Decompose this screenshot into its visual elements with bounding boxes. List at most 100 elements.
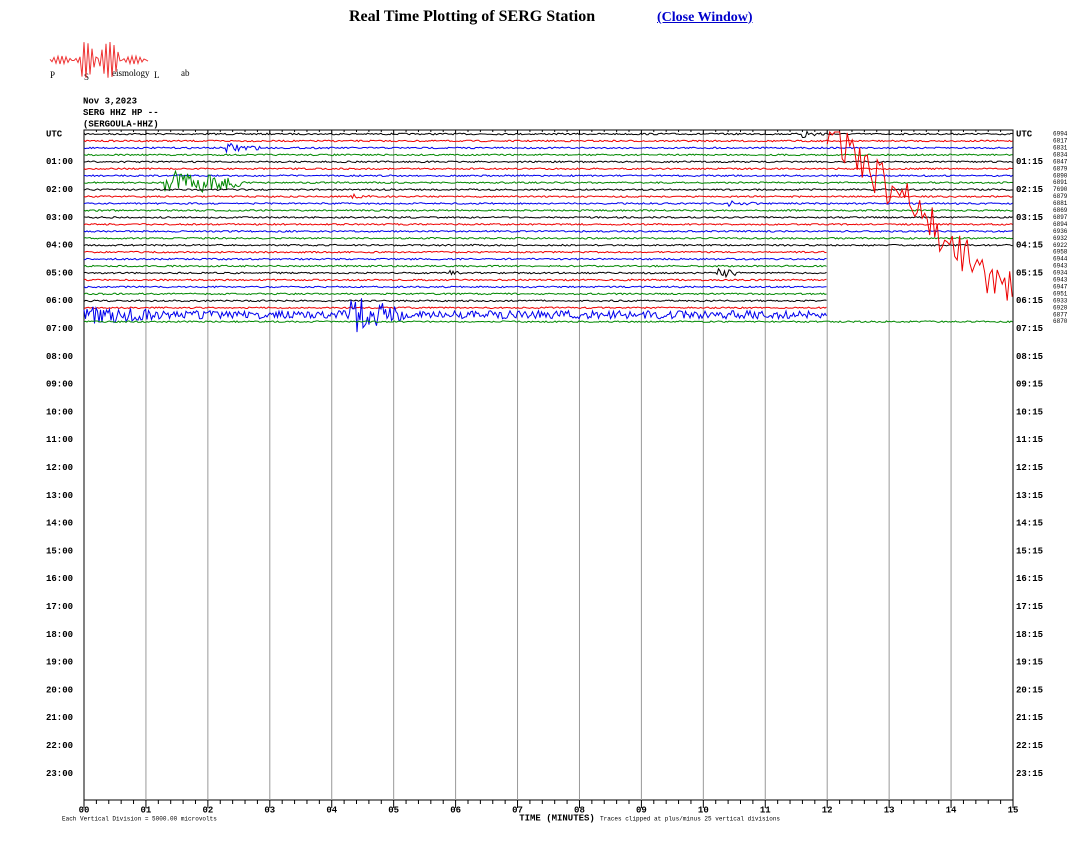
logo-wave xyxy=(49,42,149,78)
trace xyxy=(83,130,1013,138)
left-hour-label: 21:00 xyxy=(46,713,73,723)
left-hour-label: 04:00 xyxy=(46,241,73,251)
right-hour-label: 18:15 xyxy=(1016,630,1043,640)
trace xyxy=(83,250,827,254)
right-hour-label: 07:15 xyxy=(1016,324,1043,334)
logo-letter: L xyxy=(154,70,160,80)
trace xyxy=(83,174,1013,178)
right-hour-label: 06:15 xyxy=(1016,296,1043,306)
close-window-link[interactable]: (Close Window) xyxy=(657,10,753,25)
trace-number: 6817 xyxy=(1053,138,1068,145)
right-hour-label: 01:15 xyxy=(1016,157,1043,167)
left-hour-label: 07:00 xyxy=(46,324,73,334)
trace xyxy=(83,192,1013,200)
trace-number: 6879 xyxy=(1053,165,1068,172)
right-hour-label: 15:15 xyxy=(1016,546,1043,556)
right-hour-label: 13:15 xyxy=(1016,491,1043,501)
trace-number: 7690 xyxy=(1053,186,1068,193)
trace-number: 6943 xyxy=(1053,263,1068,270)
trace xyxy=(83,236,1013,240)
right-hour-label: 22:15 xyxy=(1016,741,1043,751)
x-tick-label: 08 xyxy=(574,805,585,815)
footer-left: Each Vertical Division = 5000.00 microvo… xyxy=(62,816,217,823)
trace xyxy=(83,160,1013,164)
left-hour-label: 22:00 xyxy=(46,741,73,751)
left-hour-label: UTC xyxy=(46,129,63,139)
logo-small: ab xyxy=(181,68,190,78)
trace xyxy=(83,142,1013,154)
right-hour-label: 11:15 xyxy=(1016,435,1043,445)
trace xyxy=(83,306,827,310)
x-tick-label: 06 xyxy=(450,805,461,815)
trace xyxy=(83,320,1013,324)
x-tick-label: 09 xyxy=(636,805,647,815)
left-hour-label: 10:00 xyxy=(46,407,73,417)
trace xyxy=(83,298,827,333)
trace-number: 6947 xyxy=(1053,283,1068,290)
x-tick-label: 05 xyxy=(388,805,399,815)
header-line: (SERGOULA-HHZ) xyxy=(83,119,159,129)
trace xyxy=(83,229,1013,233)
right-hour-label: 10:15 xyxy=(1016,407,1043,417)
right-hour-label: 16:15 xyxy=(1016,574,1043,584)
page-title: Real Time Plotting of SERG Station xyxy=(349,8,596,25)
trace xyxy=(83,200,1013,208)
left-hour-label: 01:00 xyxy=(46,157,73,167)
x-tick-label: 11 xyxy=(760,805,771,815)
right-hour-label: 14:15 xyxy=(1016,519,1043,529)
trace xyxy=(83,209,1013,212)
trace xyxy=(83,257,827,261)
trace-number: 6881 xyxy=(1053,200,1068,207)
trace xyxy=(83,153,1013,157)
trace-number: 6831 xyxy=(1053,144,1068,151)
trace-number: 6936 xyxy=(1053,228,1068,235)
left-hour-label: 13:00 xyxy=(46,491,73,501)
left-hour-label: 18:00 xyxy=(46,630,73,640)
left-hour-label: 08:00 xyxy=(46,352,73,362)
left-hour-label: 16:00 xyxy=(46,574,73,584)
trace xyxy=(83,167,1013,171)
trace-number: 6943 xyxy=(1053,277,1068,284)
trace-number: 6894 xyxy=(1053,221,1068,228)
right-hour-label: 05:15 xyxy=(1016,268,1043,278)
header-line: Nov 3,2023 xyxy=(83,96,137,106)
left-hour-label: 06:00 xyxy=(46,296,73,306)
right-hour-label: 09:15 xyxy=(1016,380,1043,390)
trace xyxy=(83,267,827,279)
trace xyxy=(83,139,1013,143)
left-hour-label: 14:00 xyxy=(46,519,73,529)
trace-number: 6934 xyxy=(1053,270,1068,277)
right-hour-label: 17:15 xyxy=(1016,602,1043,612)
trace-number: 6994 xyxy=(1053,131,1068,138)
axis-title: TIME (MINUTES) xyxy=(519,813,595,823)
left-hour-label: 23:00 xyxy=(46,769,73,779)
left-hour-label: 02:00 xyxy=(46,185,73,195)
left-hour-label: 19:00 xyxy=(46,658,73,668)
trace xyxy=(83,243,1013,247)
trace xyxy=(83,285,827,289)
trace-number: 6951 xyxy=(1053,290,1068,297)
x-tick-label: 10 xyxy=(698,805,709,815)
left-hour-label: 05:00 xyxy=(46,268,73,278)
trace-number: 6847 xyxy=(1053,158,1068,165)
plot-frame xyxy=(83,129,1014,801)
right-hour-label: 20:15 xyxy=(1016,685,1043,695)
right-hour-label: 23:15 xyxy=(1016,769,1043,779)
right-hour-label: 19:15 xyxy=(1016,658,1043,668)
left-hour-label: 17:00 xyxy=(46,602,73,612)
left-hour-label: 15:00 xyxy=(46,546,73,556)
trace xyxy=(83,188,1013,192)
trace xyxy=(83,264,827,268)
trace-number: 6897 xyxy=(1053,214,1068,221)
x-tick-label: 01 xyxy=(141,805,152,815)
trace-number: 6932 xyxy=(1053,235,1068,242)
logo-letter: P xyxy=(50,70,55,80)
trace xyxy=(83,215,1013,219)
trace-number: 6922 xyxy=(1053,242,1068,249)
trace-number: 6891 xyxy=(1053,179,1068,186)
trace xyxy=(83,278,827,282)
trace xyxy=(83,169,1013,194)
trace-number: 6933 xyxy=(1053,297,1068,304)
